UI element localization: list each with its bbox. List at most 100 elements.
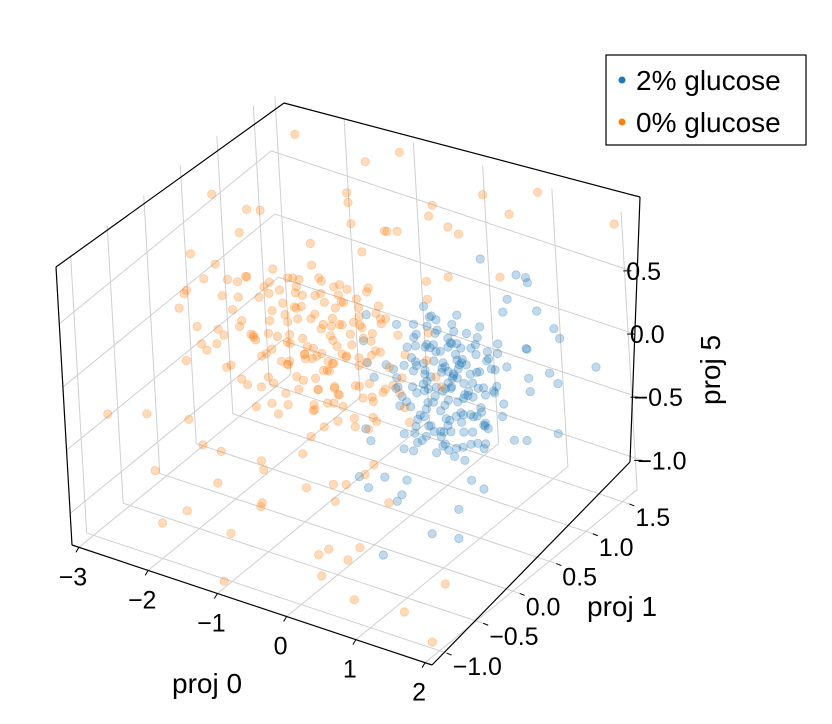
data-point bbox=[355, 542, 365, 553]
z-axis-line bbox=[629, 196, 641, 463]
data-point bbox=[358, 336, 369, 346]
data-point bbox=[524, 373, 534, 383]
data-point bbox=[522, 435, 532, 446]
data-point bbox=[306, 431, 316, 442]
data-point bbox=[369, 372, 379, 382]
tick-labels: −3−2−1012−1.0−0.50.00.51.01.5−1.0−0.50.0… bbox=[59, 258, 687, 707]
data-point bbox=[362, 358, 372, 368]
data-point bbox=[451, 443, 462, 453]
data-point bbox=[222, 362, 232, 372]
data-point bbox=[511, 270, 521, 280]
data-point bbox=[366, 336, 376, 346]
data-point bbox=[482, 347, 492, 357]
legend-label-2pct-glucose: 2% glucose bbox=[636, 65, 781, 96]
data-point bbox=[283, 273, 293, 283]
data-point bbox=[521, 343, 531, 354]
data-point bbox=[467, 427, 478, 437]
y-tick-label: −1.0 bbox=[453, 653, 502, 681]
data-point bbox=[192, 321, 202, 332]
data-point bbox=[446, 426, 456, 437]
data-point bbox=[426, 421, 436, 431]
z-tick-label: −0.5 bbox=[634, 384, 683, 412]
data-point bbox=[264, 288, 274, 298]
data-point bbox=[317, 571, 327, 581]
data-point bbox=[310, 404, 320, 415]
data-point bbox=[259, 282, 269, 292]
data-point bbox=[474, 367, 485, 377]
data-point bbox=[293, 314, 303, 324]
data-point bbox=[302, 342, 312, 352]
data-point bbox=[185, 249, 195, 259]
data-point bbox=[465, 369, 475, 379]
data-point bbox=[452, 355, 462, 365]
data-point bbox=[337, 349, 347, 359]
data-point bbox=[431, 382, 441, 392]
data-point bbox=[349, 595, 359, 605]
data-point bbox=[427, 637, 437, 647]
data-point bbox=[241, 271, 251, 282]
data-point bbox=[431, 448, 442, 458]
data-point bbox=[405, 417, 415, 427]
data-point bbox=[427, 529, 437, 539]
data-point bbox=[360, 469, 370, 480]
data-point bbox=[319, 422, 329, 432]
data-point bbox=[397, 391, 407, 402]
data-point bbox=[198, 440, 208, 450]
data-point bbox=[456, 417, 467, 427]
data-point bbox=[300, 349, 310, 359]
data-point bbox=[391, 383, 401, 393]
data-point bbox=[217, 291, 227, 301]
data-point bbox=[207, 189, 217, 199]
grid-line-y bbox=[179, 165, 557, 565]
data-point bbox=[300, 354, 311, 364]
data-point bbox=[282, 359, 292, 369]
y-axis-line bbox=[431, 461, 631, 666]
data-point bbox=[181, 285, 192, 295]
data-point bbox=[458, 393, 469, 404]
data-point bbox=[476, 403, 486, 413]
data-point bbox=[357, 247, 367, 257]
data-point bbox=[468, 392, 478, 402]
data-point bbox=[454, 533, 464, 544]
y-tick-mark bbox=[629, 503, 635, 507]
data-point bbox=[382, 226, 392, 237]
data-point bbox=[312, 351, 322, 361]
legend-marker-2pct-glucose bbox=[618, 76, 626, 84]
data-point bbox=[423, 211, 434, 221]
data-point bbox=[360, 157, 370, 167]
data-point bbox=[402, 397, 412, 407]
data-point bbox=[326, 321, 336, 331]
data-point bbox=[285, 329, 295, 340]
data-point bbox=[351, 294, 361, 304]
data-point bbox=[447, 382, 457, 392]
data-point bbox=[422, 376, 432, 386]
data-point bbox=[392, 496, 402, 506]
data-point bbox=[426, 311, 436, 321]
data-point bbox=[407, 382, 418, 392]
data-point bbox=[425, 343, 435, 353]
data-point bbox=[296, 301, 306, 312]
data-point bbox=[349, 413, 359, 423]
data-point bbox=[308, 343, 318, 353]
data-point bbox=[334, 280, 345, 290]
data-point bbox=[493, 348, 503, 359]
data-point bbox=[310, 290, 320, 301]
data-point bbox=[310, 373, 321, 383]
data-point bbox=[234, 228, 244, 238]
data-point bbox=[237, 374, 247, 384]
data-point bbox=[361, 310, 371, 320]
data-point bbox=[591, 362, 601, 372]
data-point bbox=[246, 329, 256, 339]
data-point bbox=[480, 421, 490, 431]
data-point bbox=[371, 416, 382, 426]
data-point bbox=[150, 465, 160, 476]
data-point bbox=[438, 358, 448, 368]
data-point bbox=[419, 385, 430, 396]
data-point bbox=[522, 278, 533, 288]
data-point bbox=[450, 349, 461, 360]
data-point bbox=[399, 444, 409, 454]
back-edge-left bbox=[55, 102, 285, 268]
data-point bbox=[432, 325, 442, 335]
data-point bbox=[553, 378, 563, 389]
data-point bbox=[444, 445, 454, 455]
